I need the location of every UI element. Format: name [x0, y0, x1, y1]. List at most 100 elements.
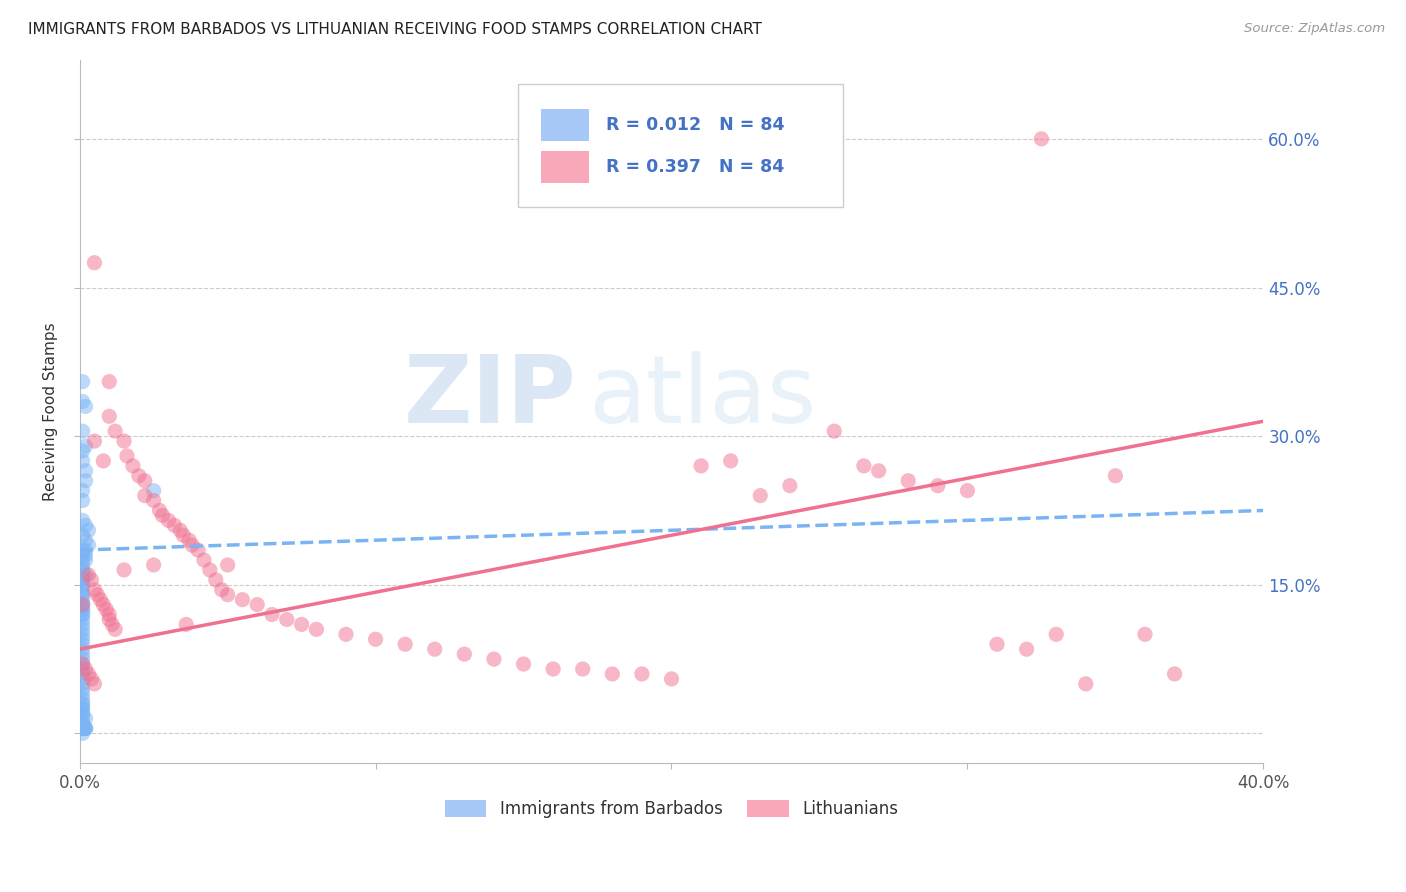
Point	[193, 553, 215, 567]
Point	[91, 454, 114, 468]
Point	[80, 672, 103, 686]
Point	[217, 588, 239, 602]
Point	[128, 468, 150, 483]
Point	[72, 722, 94, 736]
Point	[72, 493, 94, 508]
Point	[75, 474, 97, 488]
Point	[72, 424, 94, 438]
Point	[72, 543, 94, 558]
Point	[72, 553, 94, 567]
Point	[101, 617, 124, 632]
Point	[72, 677, 94, 691]
Point	[72, 483, 94, 498]
Point	[305, 623, 328, 637]
Text: ZIP: ZIP	[404, 351, 576, 443]
Point	[72, 657, 94, 671]
Point	[661, 672, 683, 686]
Point	[142, 493, 165, 508]
Point	[453, 647, 475, 661]
Point	[104, 623, 127, 637]
Point	[72, 722, 94, 736]
Point	[169, 523, 191, 537]
Point	[72, 722, 94, 736]
Point	[1015, 642, 1038, 657]
Point	[72, 667, 94, 681]
Point	[72, 592, 94, 607]
Point	[72, 612, 94, 626]
Point	[720, 454, 742, 468]
Point	[204, 573, 226, 587]
Point	[72, 722, 94, 736]
Point	[104, 424, 127, 438]
Point	[72, 578, 94, 592]
Point	[72, 548, 94, 562]
Point	[77, 523, 100, 537]
Point	[72, 567, 94, 582]
Point	[122, 458, 145, 473]
Point	[72, 697, 94, 711]
Point	[77, 567, 100, 582]
Point	[112, 563, 135, 577]
Point	[571, 662, 593, 676]
Point	[72, 722, 94, 736]
Point	[77, 667, 100, 681]
Point	[72, 598, 94, 612]
Point	[157, 513, 180, 527]
Point	[72, 687, 94, 701]
Point	[72, 716, 94, 731]
Point	[897, 474, 920, 488]
Point	[72, 602, 94, 616]
Point	[80, 573, 103, 587]
Point	[72, 642, 94, 657]
Point	[172, 528, 194, 542]
Point	[72, 722, 94, 736]
Point	[75, 548, 97, 562]
Point	[72, 598, 94, 612]
Point	[276, 612, 298, 626]
Point	[163, 518, 186, 533]
Text: R = 0.397   N = 84: R = 0.397 N = 84	[606, 158, 785, 177]
Point	[927, 478, 949, 492]
Point	[181, 538, 204, 552]
Point	[335, 627, 357, 641]
Point	[72, 558, 94, 572]
FancyBboxPatch shape	[541, 151, 589, 183]
Point	[75, 712, 97, 726]
Point	[72, 602, 94, 616]
Point	[72, 563, 94, 577]
Point	[75, 543, 97, 558]
Point	[77, 538, 100, 552]
Point	[1074, 677, 1097, 691]
Point	[72, 726, 94, 740]
Point	[72, 706, 94, 721]
Point	[72, 632, 94, 647]
Point	[83, 677, 105, 691]
Point	[1163, 667, 1185, 681]
Point	[72, 513, 94, 527]
Point	[75, 722, 97, 736]
Point	[198, 563, 221, 577]
Point	[72, 657, 94, 671]
Point	[98, 612, 121, 626]
Y-axis label: Receiving Food Stamps: Receiving Food Stamps	[44, 322, 58, 500]
Point	[364, 632, 387, 647]
Point	[75, 567, 97, 582]
Point	[631, 667, 654, 681]
Point	[75, 662, 97, 676]
Point	[512, 657, 534, 671]
Point	[394, 637, 416, 651]
Point	[72, 598, 94, 612]
Point	[72, 697, 94, 711]
Point	[1031, 132, 1053, 146]
Point	[174, 617, 197, 632]
Point	[83, 434, 105, 448]
Point	[187, 543, 209, 558]
Point	[482, 652, 505, 666]
Text: R = 0.012   N = 84: R = 0.012 N = 84	[606, 116, 785, 134]
Point	[72, 623, 94, 637]
Point	[89, 592, 111, 607]
Point	[83, 256, 105, 270]
Point	[75, 518, 97, 533]
Text: atlas: atlas	[589, 351, 817, 443]
Point	[72, 607, 94, 622]
